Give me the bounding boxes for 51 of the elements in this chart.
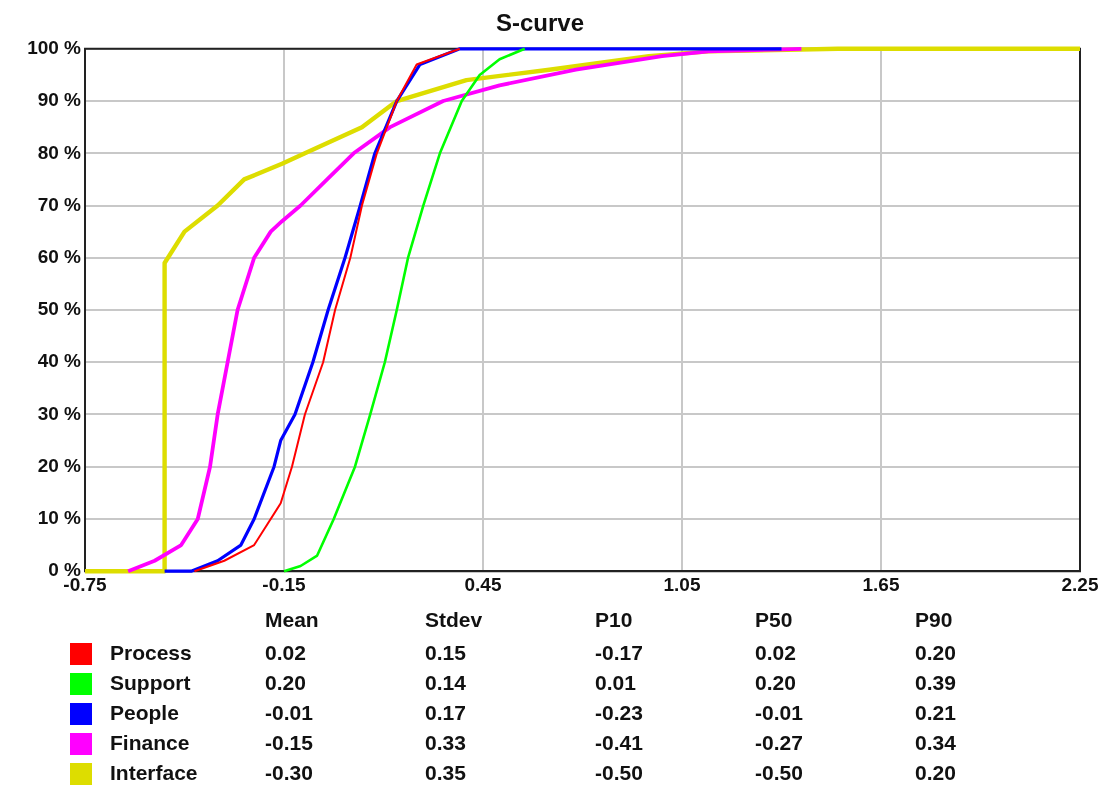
text: 0.20	[915, 760, 957, 786]
text: P50	[755, 607, 794, 633]
text: 0.20	[265, 670, 307, 696]
text: -0.23	[595, 700, 644, 726]
text: 0.20	[915, 640, 957, 666]
text: -0.30	[265, 760, 314, 786]
text: 0.33	[425, 730, 467, 756]
y-tick-label: 50 %	[37, 298, 82, 320]
y-tick-label: 40 %	[37, 350, 82, 372]
text: 0.20	[755, 670, 797, 696]
text: 0.17	[425, 700, 467, 726]
text: -0.15	[265, 730, 314, 756]
text: 0.39	[915, 670, 957, 696]
y-tick-label: 100 %	[27, 37, 82, 59]
text: 0.01	[595, 670, 637, 696]
y-tick-label: 30 %	[37, 402, 82, 424]
text: P10	[595, 607, 634, 633]
text: -0.27	[755, 730, 804, 756]
text: P90	[915, 607, 954, 633]
x-tick-label: 1.05	[663, 573, 701, 595]
text: -0.41	[595, 730, 644, 756]
text: 0.34	[915, 730, 957, 756]
text: 0.14	[425, 670, 467, 696]
text: -0.01	[265, 700, 314, 726]
text: Stdev	[425, 607, 484, 633]
text: 0.02	[755, 640, 797, 666]
x-tick-label: 2.25	[1061, 573, 1099, 595]
y-tick-label: 70 %	[37, 193, 82, 215]
text: 0.21	[915, 700, 957, 726]
y-tick-label: 90 %	[37, 89, 82, 111]
y-tick-label: 60 %	[37, 245, 82, 267]
x-tick-label: -0.15	[262, 573, 307, 595]
x-tick-label: 0.45	[464, 573, 502, 595]
text: -0.17	[595, 640, 644, 666]
text: 0.02	[265, 640, 307, 666]
text: 0.35	[425, 760, 467, 786]
legend-label: Finance	[110, 730, 191, 756]
legend-label: Interface	[110, 760, 199, 786]
text: -0.50	[755, 760, 804, 786]
text: -0.01	[755, 700, 804, 726]
text: 0.15	[425, 640, 467, 666]
y-tick-label: 80 %	[37, 141, 82, 163]
text: -0.50	[595, 760, 644, 786]
y-tick-label: 10 %	[37, 507, 82, 529]
y-tick-label: 20 %	[37, 454, 82, 476]
legend-label: Process	[110, 640, 193, 666]
legend-label: People	[110, 700, 180, 726]
chart-title: S-curve	[495, 9, 585, 37]
x-tick-label: 1.65	[862, 573, 900, 595]
text: Mean	[265, 607, 320, 633]
legend-label: Support	[110, 670, 192, 696]
